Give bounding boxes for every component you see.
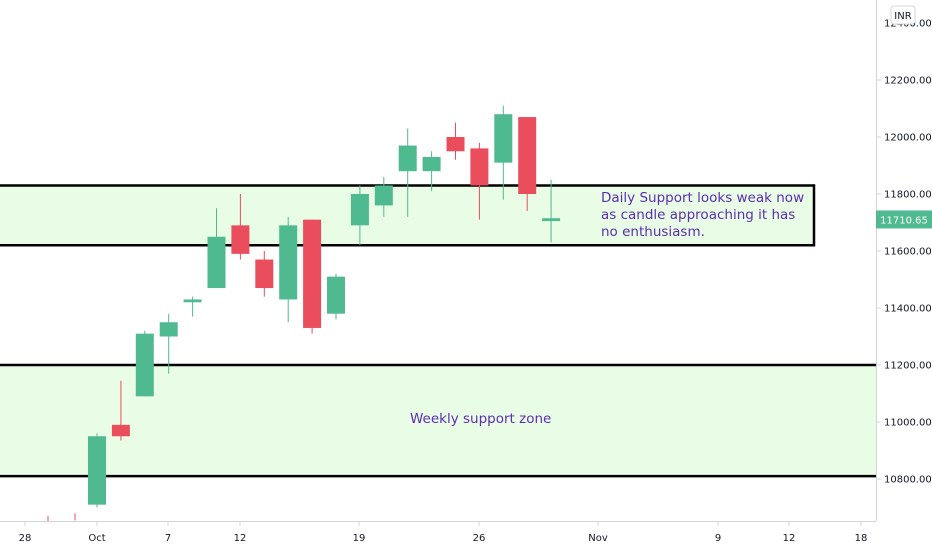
currency-badge[interactable]: INR bbox=[890, 5, 916, 25]
candle-body bbox=[374, 185, 393, 206]
last-price-badge: 11710.65 bbox=[876, 210, 932, 229]
candle[interactable] bbox=[398, 128, 417, 217]
candle-body bbox=[542, 218, 561, 222]
time-tick-label: 26 bbox=[473, 533, 486, 544]
price-axis[interactable]: 12200.00 12000.00 11800.00 11600.00 11400.00… bbox=[876, 19, 932, 486]
candle-body bbox=[255, 259, 274, 289]
time-tick-label: Oct bbox=[88, 533, 105, 544]
candle[interactable] bbox=[470, 142, 489, 220]
price-tick-label: 12000.00 bbox=[884, 133, 932, 144]
support-zones bbox=[0, 184, 876, 478]
time-tick-label: Nov bbox=[588, 533, 608, 544]
candle[interactable] bbox=[303, 219, 322, 334]
time-tick-label: 12 bbox=[783, 533, 796, 544]
candle-body bbox=[183, 299, 202, 303]
candle-body bbox=[470, 148, 489, 186]
daily-note-line-1: Daily Support looks weak now bbox=[601, 190, 804, 206]
candle[interactable] bbox=[231, 194, 250, 260]
time-tick-label: 18 bbox=[855, 533, 868, 544]
price-tick-label: 10800.00 bbox=[884, 475, 932, 486]
candle[interactable] bbox=[159, 313, 178, 374]
currency-badge-label: INR bbox=[894, 11, 911, 22]
candle-body bbox=[398, 145, 417, 172]
candle[interactable] bbox=[111, 380, 130, 441]
price-tick-label: 12200.00 bbox=[884, 76, 932, 87]
daily-note-line-2: as candle approaching it has bbox=[601, 207, 795, 223]
candle-body bbox=[159, 322, 178, 337]
price-tick-label: 11600.00 bbox=[884, 247, 932, 258]
price-tick-label: 11400.00 bbox=[884, 304, 932, 315]
candle-body bbox=[88, 436, 106, 505]
daily-note-line-3: no enthusiasm. bbox=[601, 224, 705, 240]
candle[interactable] bbox=[255, 251, 274, 297]
time-tick-label: 9 bbox=[715, 533, 721, 544]
candle-body bbox=[279, 225, 298, 300]
price-tick-label: 11800.00 bbox=[884, 190, 932, 201]
candle[interactable] bbox=[518, 117, 537, 212]
time-tick-label: 19 bbox=[353, 533, 366, 544]
price-tick-label: 11200.00 bbox=[884, 361, 932, 372]
candle-body bbox=[422, 156, 441, 172]
candle-body bbox=[518, 117, 537, 194]
candle[interactable] bbox=[374, 176, 393, 217]
support-zone-fill bbox=[0, 185, 814, 246]
time-tick-label: 7 bbox=[165, 533, 171, 544]
candle[interactable] bbox=[494, 105, 513, 200]
candle[interactable] bbox=[327, 273, 345, 320]
candle-body bbox=[303, 219, 322, 328]
price-tick-label: 11000.00 bbox=[884, 418, 932, 429]
candle-body bbox=[111, 424, 130, 437]
candle-body bbox=[446, 137, 465, 152]
candle[interactable] bbox=[183, 296, 202, 317]
candle-body bbox=[207, 236, 226, 289]
candle-body bbox=[494, 114, 513, 163]
weekly-note: Weekly support zone bbox=[410, 411, 551, 427]
candle[interactable] bbox=[422, 151, 441, 192]
candle[interactable] bbox=[88, 433, 106, 508]
time-axis[interactable]: 28 Oct 7 12 19 26 Nov 9 12 18 bbox=[19, 521, 868, 544]
candles bbox=[47, 105, 561, 522]
candle-body bbox=[135, 333, 154, 397]
candle-body bbox=[231, 225, 250, 254]
candle-body bbox=[350, 194, 369, 226]
last-price-value: 11710.65 bbox=[880, 215, 928, 226]
candle-body bbox=[327, 276, 345, 314]
candle[interactable] bbox=[135, 330, 154, 397]
candle[interactable] bbox=[279, 216, 298, 323]
candle[interactable] bbox=[207, 208, 226, 289]
time-tick-label: 28 bbox=[19, 533, 32, 544]
candle[interactable] bbox=[542, 179, 561, 243]
candle[interactable] bbox=[350, 185, 369, 246]
time-tick-label: 12 bbox=[234, 533, 247, 544]
candle[interactable] bbox=[446, 122, 465, 160]
